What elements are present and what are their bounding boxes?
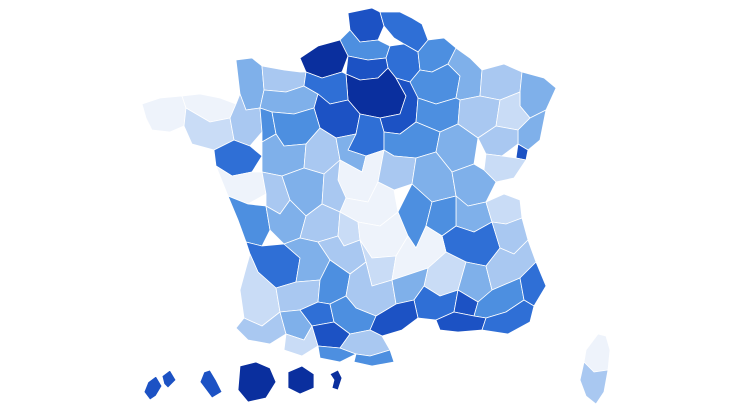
region-finistere[interactable]: [141, 95, 187, 133]
region-ariege[interactable]: [317, 345, 357, 363]
region-var[interactable]: [481, 299, 535, 335]
region-pyrenees-atlantiques[interactable]: [235, 311, 287, 345]
overseas-territories: [143, 361, 343, 403]
region-pyrenees-orientales[interactable]: [353, 349, 395, 367]
corsica: [579, 333, 611, 405]
region-bas-rhin[interactable]: [519, 71, 557, 119]
region-la-reunion[interactable]: [287, 365, 315, 395]
region-guadeloupe[interactable]: [143, 369, 177, 401]
region-alpes-maritimes[interactable]: [519, 261, 547, 307]
mainland-france: [141, 7, 557, 367]
region-corse-du-sud[interactable]: [579, 361, 609, 405]
region-guyane[interactable]: [237, 361, 277, 403]
region-mayotte[interactable]: [329, 369, 343, 391]
region-charente-maritime[interactable]: [227, 195, 271, 247]
region-martinique[interactable]: [199, 369, 223, 399]
region-haute-savoie[interactable]: [485, 193, 523, 225]
